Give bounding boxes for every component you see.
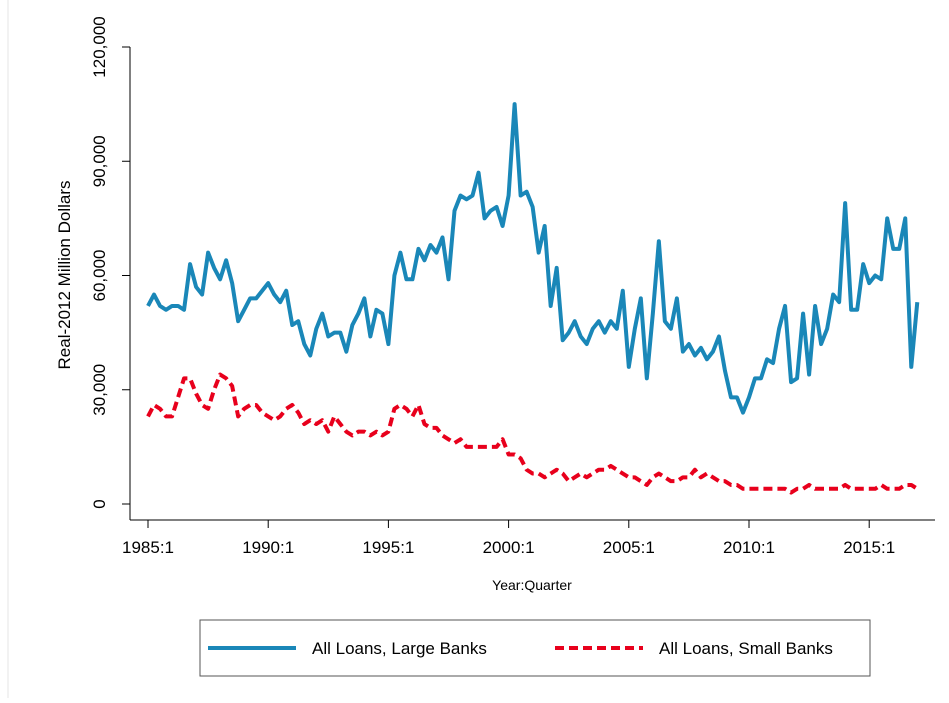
x-tick-label: 2015:1 — [843, 538, 895, 557]
legend-box — [199, 619, 871, 677]
x-tick-label: 2000:1 — [483, 538, 535, 557]
x-tick-label: 1995:1 — [362, 538, 414, 557]
y-tick-label: 90,000 — [90, 135, 109, 187]
legend-label: All Loans, Small Banks — [659, 639, 833, 658]
y-tick-label: 120,000 — [90, 16, 109, 77]
legend-label: All Loans, Large Banks — [312, 639, 487, 658]
y-tick-label: 30,000 — [90, 364, 109, 416]
y-tick-label: 0 — [90, 499, 109, 508]
x-tick-label: 2005:1 — [603, 538, 655, 557]
y-tick-label: 60,000 — [90, 250, 109, 302]
x-axis-title: Year:Quarter — [492, 577, 572, 593]
x-tick-label: 1990:1 — [242, 538, 294, 557]
y-axis-title: Real-2012 Million Dollars — [55, 181, 74, 370]
series-line — [146, 372, 919, 495]
series-line — [146, 102, 920, 415]
x-tick-label: 1985:1 — [122, 538, 174, 557]
x-tick-label: 2010:1 — [723, 538, 775, 557]
